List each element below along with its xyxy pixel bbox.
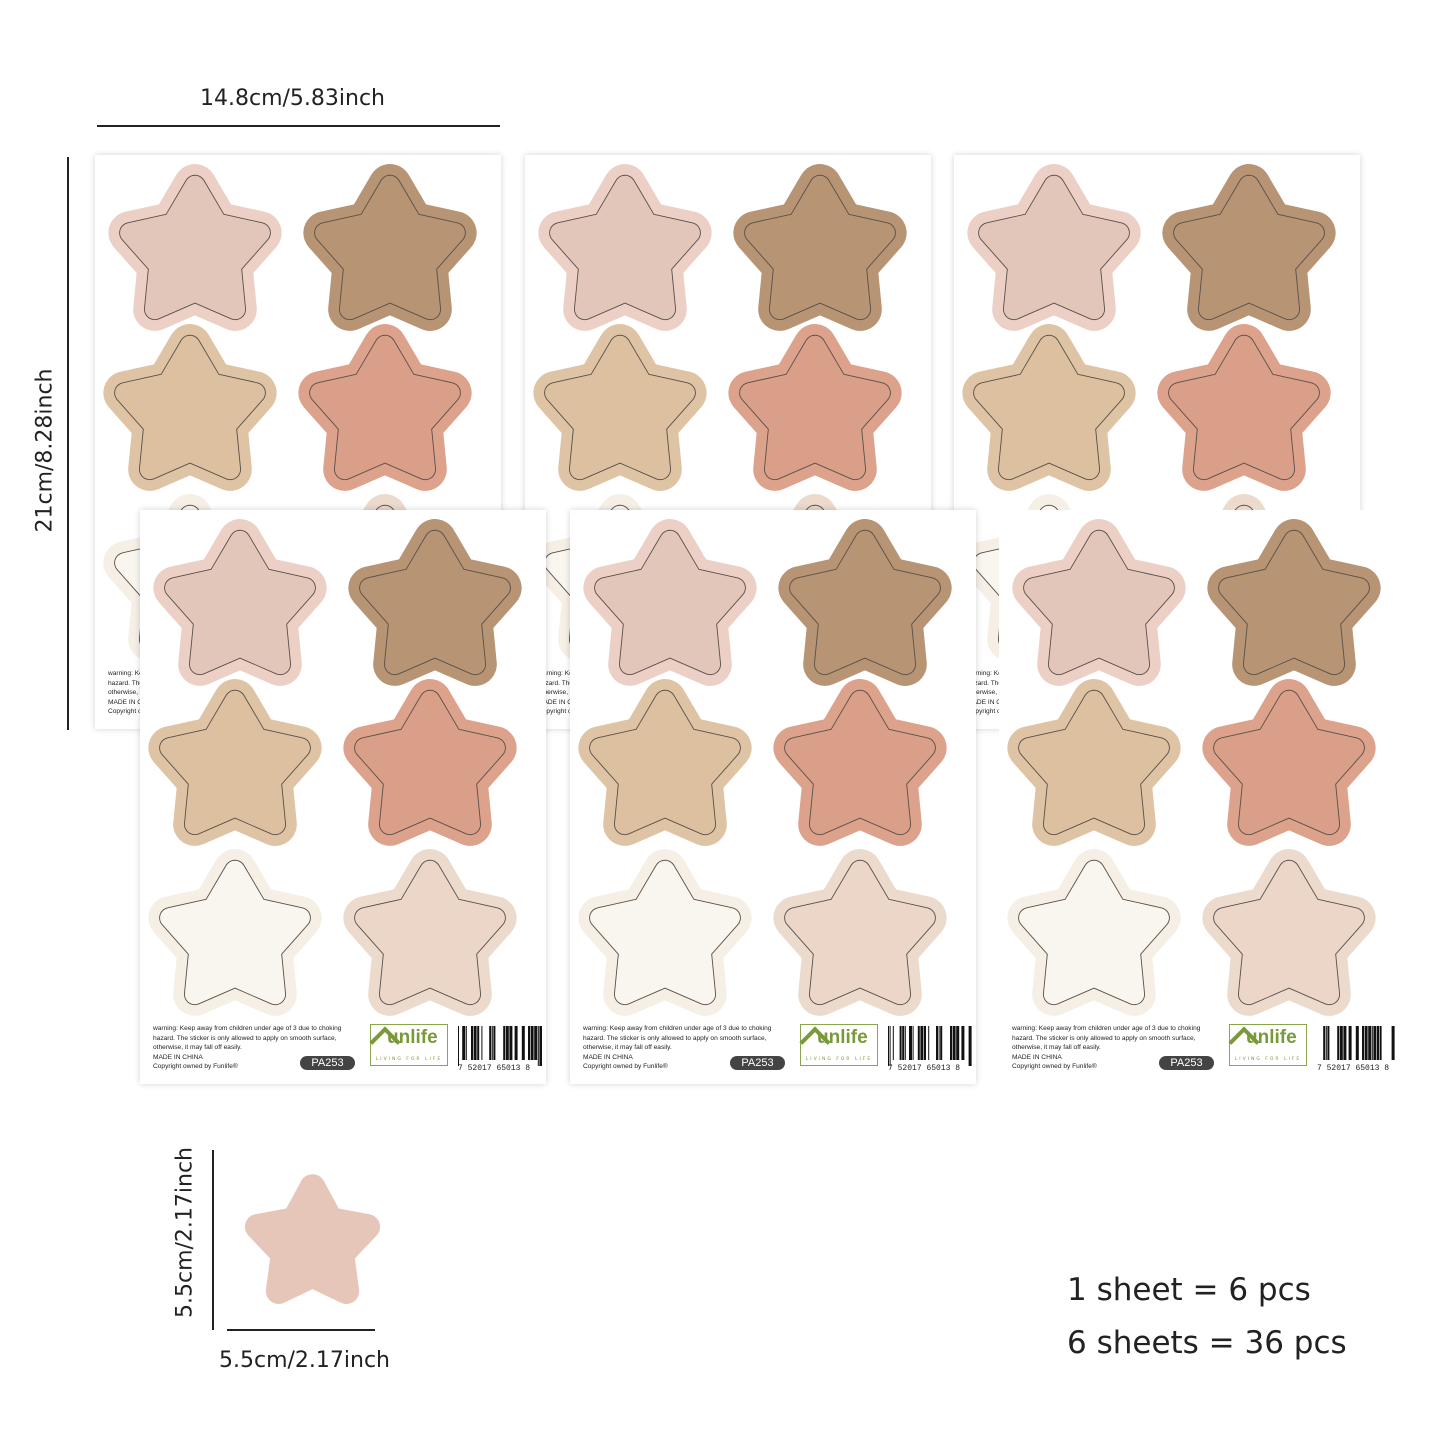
warning-line: otherwise, it may fall off easily. (153, 1044, 242, 1051)
star-sticker-mocha-icon (348, 519, 522, 686)
sheet-footer: warning: Keep away from children under a… (570, 1020, 976, 1084)
barcode-digit: 65013 (1355, 1064, 1380, 1073)
sheet-height-arrow (67, 157, 69, 730)
barcode-digit: 8 (955, 1064, 961, 1073)
star-sticker-blush-icon (1012, 519, 1186, 686)
barcode-digit: 7 (458, 1064, 463, 1073)
logo-brand: unlife (387, 1027, 438, 1048)
star-width-arrow (227, 1329, 375, 1331)
product-code-badge: PA253 (300, 1056, 355, 1070)
star-sticker-terracotta-icon (298, 324, 472, 491)
star-sticker-sand-icon (578, 679, 752, 846)
warning-line: MADE IN CHINA (108, 698, 158, 706)
warning-line: MADE IN CHINA (583, 1053, 633, 1061)
sheet-height-label: 21cm/8.28inch (32, 368, 58, 533)
star-sticker-terracotta-icon (773, 679, 947, 846)
warning-text: warning: Keep away from children under a… (583, 1024, 798, 1072)
star-sticker-sand-icon (148, 679, 322, 846)
barcode-digit: 52017 (897, 1064, 922, 1073)
barcode-digit: 8 (1384, 1064, 1390, 1073)
logo-tagline: LIVING FOR LIFE (375, 1057, 443, 1062)
warning-text: warning: Keep away from children under a… (1012, 1024, 1227, 1072)
star-sticker-terracotta-icon (343, 679, 517, 846)
star-sticker-nude-icon (1202, 849, 1376, 1016)
barcode-icon (888, 1026, 972, 1066)
brand-logo: unlife LIVING FOR LIFE (799, 1024, 878, 1066)
warning-line: Copyright owned by Funlife® (1012, 1063, 1097, 1070)
star-sticker-mocha-icon (1207, 519, 1381, 686)
barcode-icon (458, 1026, 542, 1066)
barcode-digits: 7 52017 65013 8 (888, 1064, 976, 1073)
product-code-badge: PA253 (1159, 1056, 1214, 1070)
logo-tagline: LIVING FOR LIFE (1234, 1057, 1302, 1062)
warning-line: hazard. The sticker is only allowed to a… (153, 1034, 337, 1042)
warning-line: MADE IN CHINA (538, 698, 588, 706)
logo-brand: unlife (1246, 1027, 1297, 1048)
warning-line: Copyright owned by Funlife® (583, 1063, 668, 1070)
warning-line: Copyright owned by Funlife® (153, 1063, 238, 1070)
warning-line: warning: Keep away from children under a… (153, 1025, 342, 1032)
logo-tagline: LIVING FOR LIFE (805, 1057, 873, 1062)
barcode-digit: 7 (888, 1064, 893, 1073)
star-sticker-terracotta-icon (728, 324, 902, 491)
brand-logo: unlife LIVING FOR LIFE (369, 1024, 448, 1066)
sheet-width-label: 14.8cm/5.83inch (200, 86, 386, 111)
total-count: 6 sheets = 36 pcs (1067, 1325, 1347, 1361)
barcode-digit: 52017 (1326, 1064, 1351, 1073)
warning-line: MADE IN CHINA (1012, 1053, 1062, 1061)
barcode-digit: 65013 (926, 1064, 951, 1073)
warning-line: MADE IN CHINA (967, 698, 1017, 706)
star-sticker-sand-icon (962, 324, 1136, 491)
barcode-digit: 52017 (467, 1064, 492, 1073)
warning-line: warning: Keep away from children under a… (583, 1025, 772, 1032)
barcode-icon (1323, 1026, 1395, 1060)
warning-line: warning: Keep away from children under a… (1012, 1025, 1201, 1032)
star-sticker-sand-icon (1007, 679, 1181, 846)
star-sticker-blush-icon (538, 164, 712, 331)
logo-brand: unlife (817, 1027, 868, 1048)
star-sticker-blush-icon (108, 164, 282, 331)
star-sticker-blush-icon (583, 519, 757, 686)
sheet-footer: warning: Keep away from children under a… (999, 1020, 1405, 1084)
warning-line: otherwise, it may fall off easily. (1012, 1044, 1101, 1051)
warning-line: MADE IN CHINA (153, 1053, 203, 1061)
star-sticker-mocha-icon (303, 164, 477, 331)
sticker-sheet: warning: Keep away from children under a… (999, 510, 1405, 1084)
star-sticker-cream-icon (1007, 849, 1181, 1016)
star-sticker-nude-icon (343, 849, 517, 1016)
star-height-label: 5.5cm/2.17inch (172, 1147, 198, 1319)
star-sticker-mocha-icon (1162, 164, 1336, 331)
star-sticker-sand-icon (103, 324, 277, 491)
star-sticker-terracotta-icon (1157, 324, 1331, 491)
warning-line: hazard. The sticker is only allowed to a… (583, 1034, 767, 1042)
sticker-sheet: warning: Keep away from children under a… (140, 510, 546, 1084)
star-width-label: 5.5cm/2.17inch (219, 1348, 391, 1373)
star-sticker-nude-icon (773, 849, 947, 1016)
star-sticker-blush-icon (967, 164, 1141, 331)
brand-logo: unlife LIVING FOR LIFE (1228, 1024, 1307, 1066)
star-sticker-cream-icon (578, 849, 752, 1016)
star-sticker-mocha-icon (733, 164, 907, 331)
star-sticker-terracotta-icon (1202, 679, 1376, 846)
sample-star-icon (244, 1174, 381, 1304)
sticker-sheet: warning: Keep away from children under a… (570, 510, 976, 1084)
barcode-digits: 7 52017 65013 8 (1317, 1064, 1405, 1073)
barcode-digit: 65013 (496, 1064, 521, 1073)
barcode-digit: 7 (1317, 1064, 1322, 1073)
star-sticker-mocha-icon (778, 519, 952, 686)
star-sticker-cream-icon (148, 849, 322, 1016)
warning-line: otherwise, it may fall off easily. (583, 1044, 672, 1051)
warning-line: hazard. The sticker is only allowed to a… (1012, 1034, 1196, 1042)
warning-text: warning: Keep away from children under a… (153, 1024, 368, 1072)
sheet-footer: warning: Keep away from children under a… (140, 1020, 546, 1084)
star-height-arrow (212, 1150, 214, 1330)
star-sticker-blush-icon (153, 519, 327, 686)
product-code-badge: PA253 (730, 1056, 785, 1070)
sheet-width-arrow (97, 125, 500, 127)
barcode-digits: 7 52017 65013 8 (458, 1064, 546, 1073)
star-sticker-sand-icon (533, 324, 707, 491)
per-sheet-count: 1 sheet = 6 pcs (1067, 1272, 1311, 1308)
barcode-digit: 8 (525, 1064, 531, 1073)
